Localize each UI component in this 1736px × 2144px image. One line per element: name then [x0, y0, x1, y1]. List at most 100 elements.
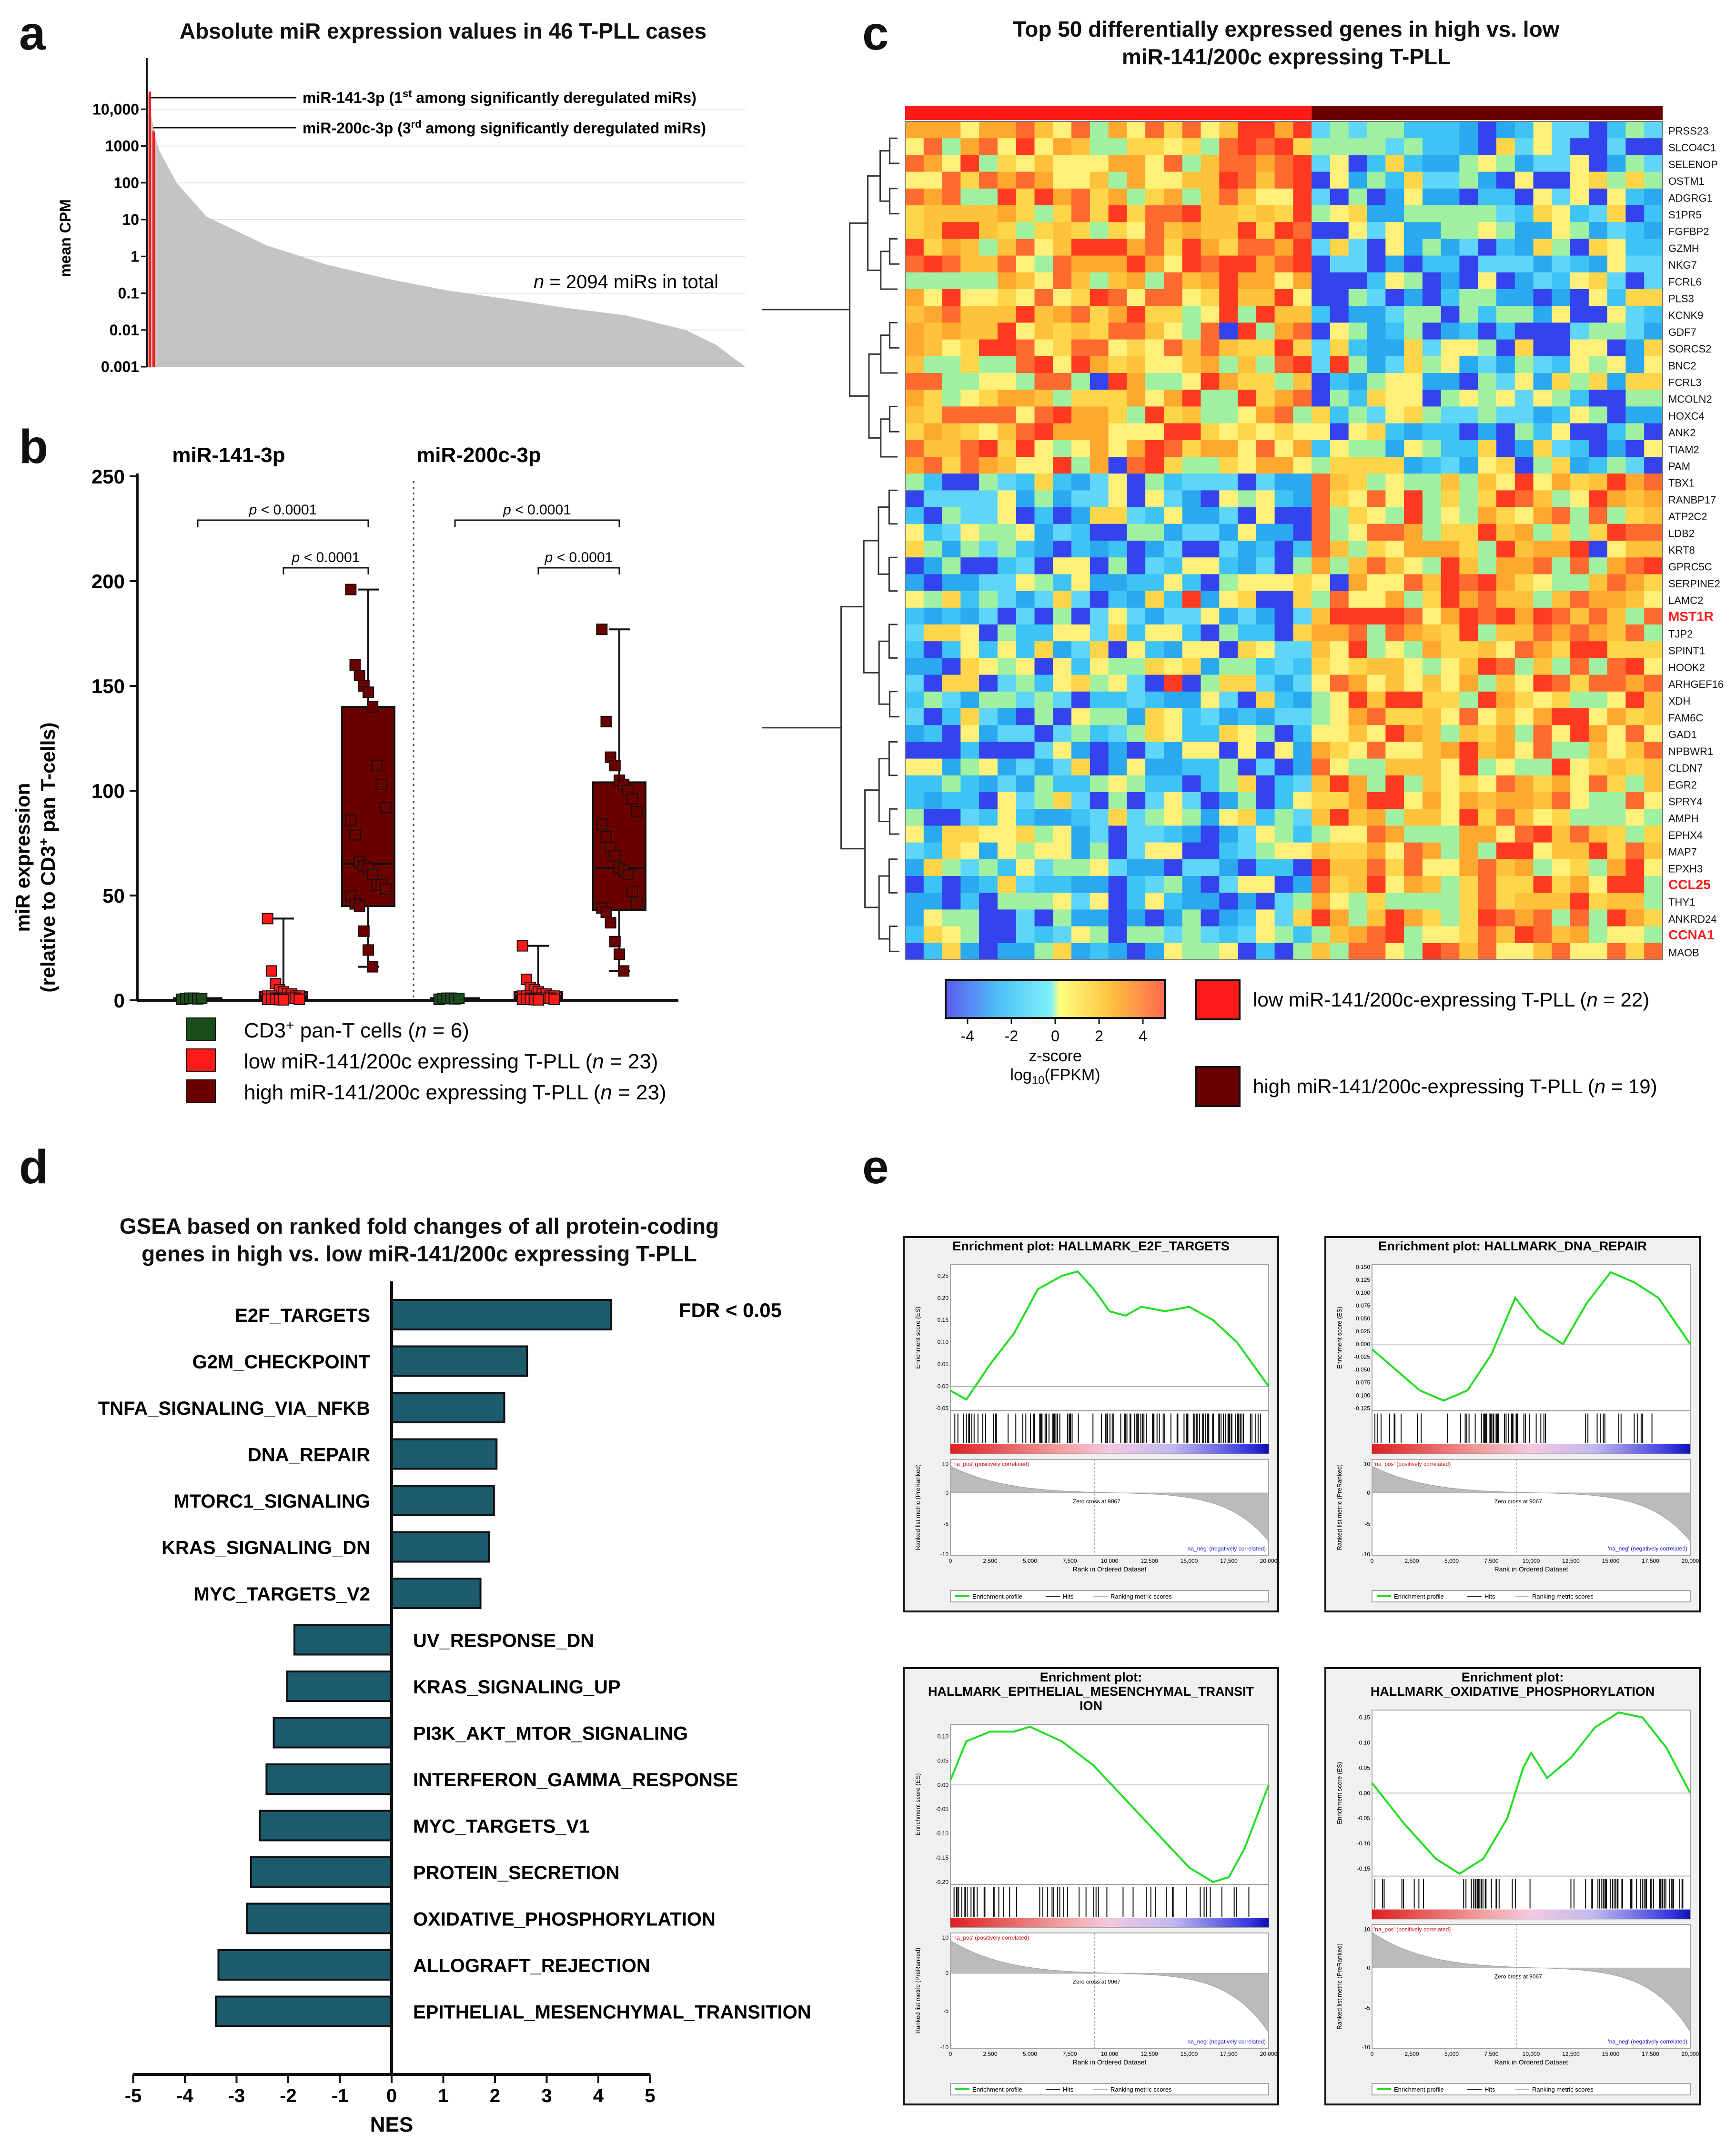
- heatmap-cell: [997, 557, 1017, 574]
- data-point: [614, 948, 625, 960]
- heatmap-cell: [1385, 390, 1404, 407]
- heatmap-cell: [1034, 356, 1053, 373]
- data-point: [533, 994, 544, 1006]
- heatmap-cell: [923, 641, 943, 658]
- heatmap-cell: [1312, 842, 1331, 860]
- heatmap-cell: [1478, 674, 1497, 692]
- heatmap-cell: [1588, 255, 1608, 273]
- heatmap-cell: [1533, 289, 1552, 306]
- heatmap-cell: [1385, 373, 1404, 390]
- heatmap-cell: [1625, 239, 1645, 256]
- heatmap-cell: [1256, 574, 1275, 592]
- heatmap-cell: [1478, 339, 1497, 357]
- heatmap-cell: [1422, 406, 1442, 424]
- rank-ytick-label: -5: [1365, 2005, 1370, 2012]
- heatmap-cell: [1274, 138, 1293, 155]
- dendrogram-branch: [889, 238, 899, 265]
- heatmap-cell: [1404, 239, 1423, 256]
- heatmap-cell: [1201, 289, 1220, 306]
- heatmap-cell: [1552, 574, 1571, 592]
- heatmap-cell: [1459, 658, 1478, 675]
- rank-y-label: Ranked list metric (PreRanked): [914, 1948, 921, 2034]
- heatmap-cell: [1644, 138, 1663, 155]
- es-ytick-label: 0.100: [1356, 1289, 1370, 1296]
- heatmap-cell: [1625, 691, 1645, 709]
- heatmap-cell: [942, 356, 961, 373]
- heatmap-cell: [1034, 624, 1053, 642]
- heatmap-cell: [1478, 222, 1497, 239]
- heatmap-cell: [1238, 306, 1257, 323]
- heatmap-cell: [1219, 591, 1238, 608]
- heatmap-cell: [1274, 859, 1293, 876]
- heatmap-cell: [1182, 909, 1201, 927]
- heatmap-cell: [1034, 691, 1053, 709]
- heatmap-cell: [1145, 775, 1164, 793]
- heatmap-cell: [1201, 457, 1220, 474]
- heatmap-cell: [1219, 306, 1238, 323]
- heatmap-cell: [1312, 725, 1331, 742]
- heatmap-cell: [1533, 742, 1552, 759]
- heatmap-cell: [1422, 507, 1442, 524]
- heatmap-cell: [1570, 809, 1589, 826]
- heatmap-cell: [942, 742, 961, 759]
- heatmap-cell: [1238, 557, 1257, 574]
- heatmap-cell: [1570, 155, 1589, 172]
- rank-xtick-label: 15,000: [1602, 2051, 1620, 2057]
- heatmap-cell: [942, 909, 961, 927]
- heatmap-cell: [905, 742, 924, 759]
- heatmap-cell: [979, 758, 998, 776]
- heatmap-cell: [1607, 490, 1626, 508]
- heatmap-cell: [1625, 641, 1645, 658]
- heatmap-cell: [1034, 943, 1053, 960]
- heatmap-cell: [1607, 809, 1626, 826]
- heatmap-cell: [1163, 356, 1183, 373]
- heatmap-cell: [1145, 825, 1164, 843]
- heatmap-cell: [1274, 591, 1293, 608]
- heatmap-cell: [1385, 792, 1404, 809]
- heatmap-cell: [1496, 809, 1515, 826]
- heatmap-cell: [997, 775, 1017, 793]
- heatmap-cell: [1514, 406, 1534, 424]
- heatmap-cell: [1422, 926, 1442, 944]
- heatmap-cell: [1016, 423, 1035, 441]
- heatmap-cell: [1330, 289, 1349, 306]
- heatmap-cell: [1441, 725, 1460, 742]
- heatmap-cell: [1441, 507, 1460, 524]
- heatmap-cell: [1274, 557, 1293, 574]
- heatmap-cell: [1312, 557, 1331, 574]
- heatmap-cell: [1625, 205, 1645, 222]
- heatmap-cell: [1238, 792, 1257, 809]
- heatmap-cell: [1071, 893, 1090, 910]
- heatmap-cell: [942, 725, 961, 742]
- heatmap-cell: [1256, 825, 1275, 843]
- heatmap-cell: [1570, 624, 1589, 642]
- panel-c-chart: PRSS23SLCO4C1SELENOPOSTM1ADGRG1S1PR5FGFB…: [762, 106, 1724, 1107]
- heatmap-cell: [997, 188, 1017, 206]
- heatmap-cell: [1404, 171, 1423, 189]
- heatmap-cell: [1182, 792, 1201, 809]
- heatmap-cell: [1108, 574, 1127, 592]
- heatmap-cell: [1312, 775, 1331, 793]
- heatmap-cell: [1330, 708, 1349, 725]
- nes-bar: [391, 1578, 482, 1609]
- heatmap-cell: [1607, 574, 1626, 592]
- heatmap-cell: [1478, 373, 1497, 390]
- heatmap-cell: [1459, 255, 1478, 273]
- heatmap-cell: [1201, 222, 1220, 239]
- heatmap-cell: [1016, 473, 1035, 491]
- heatmap-cell: [960, 742, 979, 759]
- heatmap-cell: [1404, 440, 1423, 457]
- heatmap-cell: [997, 473, 1017, 491]
- heatmap-cell: [979, 373, 998, 390]
- heatmap-cell: [1108, 507, 1127, 524]
- heatmap-cell: [1330, 825, 1349, 843]
- legend-high-label: high miR-141/200c expressing T-PLL (n = …: [244, 1081, 666, 1104]
- heatmap-cell: [1034, 825, 1053, 843]
- heatmap-cell: [1053, 926, 1072, 944]
- heatmap-cell: [1404, 742, 1423, 759]
- es-ytick-label: -0.05: [1357, 1815, 1371, 1822]
- heatmap-cell: [1053, 440, 1072, 457]
- heatmap-cell: [1182, 155, 1201, 172]
- heatmap-cell: [942, 943, 961, 960]
- heatmap-cell: [1644, 574, 1663, 592]
